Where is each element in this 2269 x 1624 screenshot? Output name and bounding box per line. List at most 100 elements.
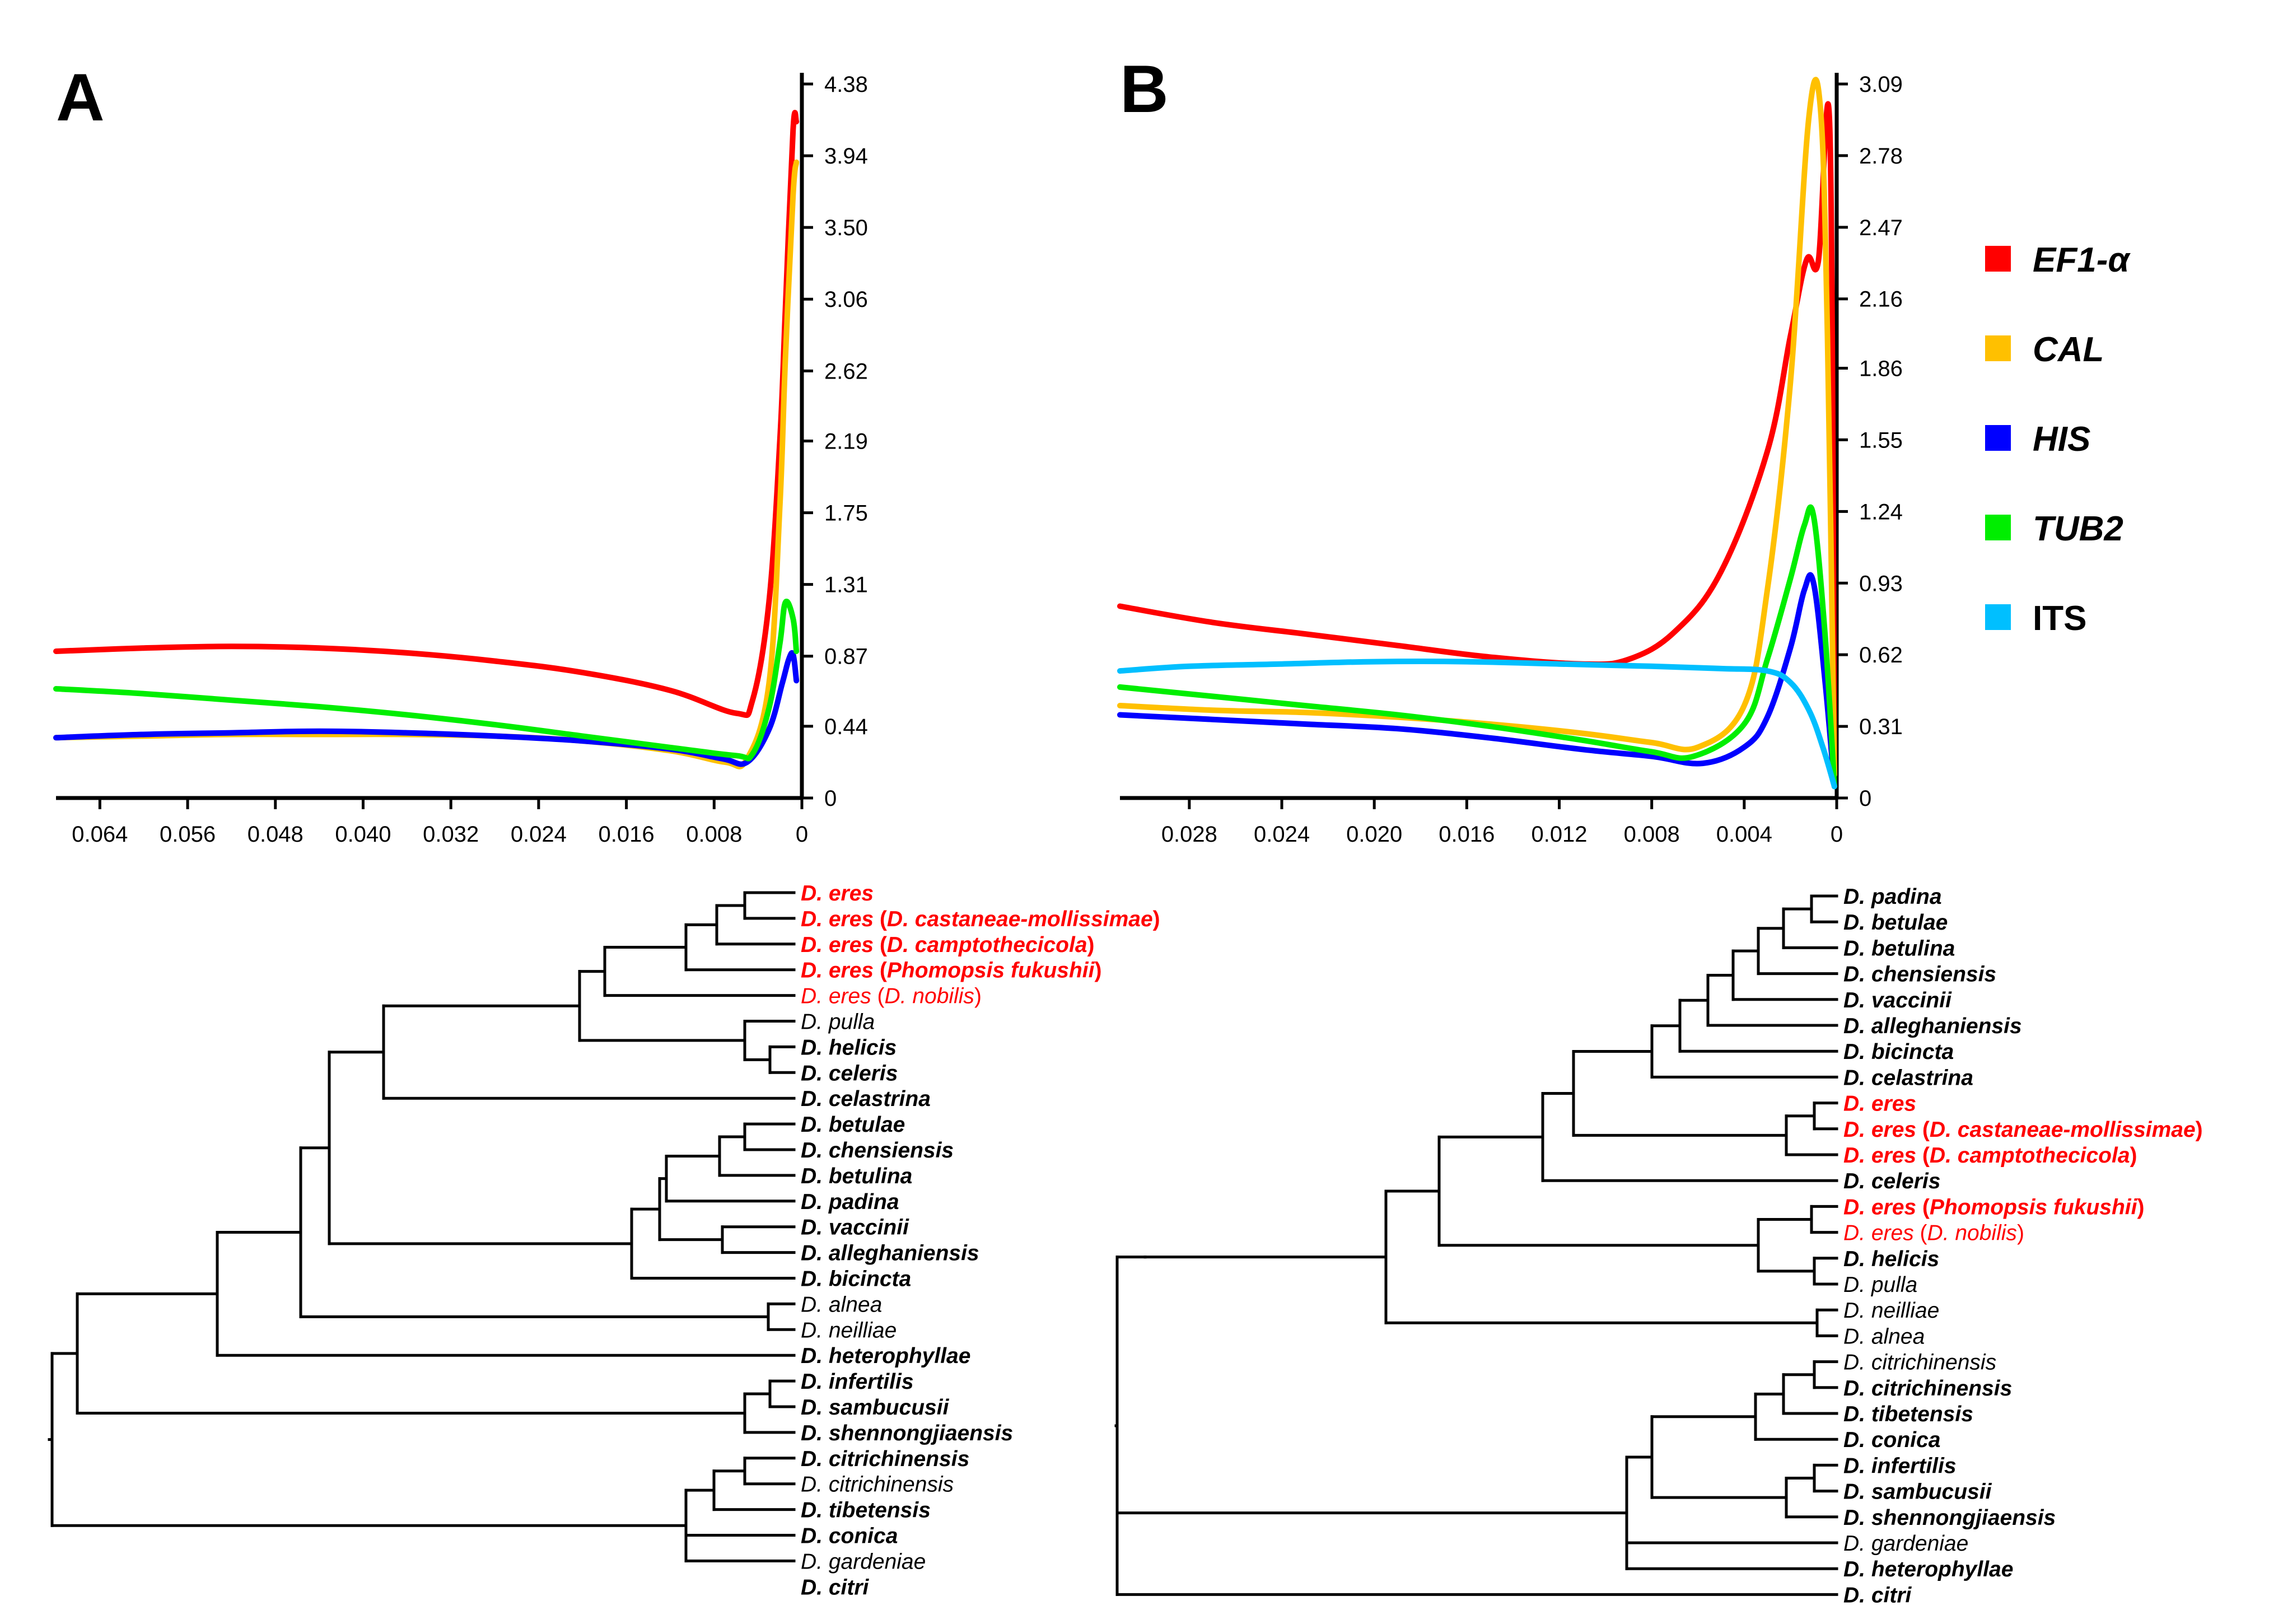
tree-leaf-label: D. eres (D. nobilis): [801, 984, 982, 1009]
tree-leaf-label: D. sambucusii: [1843, 1480, 1992, 1504]
chart-a: 0.064 0.056 0.048 0.040 0.032 0.024 0.016 0.008…: [53, 72, 868, 847]
series-line-b-cal: [1117, 77, 1837, 778]
y-tick-label: 2.47: [1859, 216, 1903, 240]
tree-leaf-label: D. eres (D. camptothecicola): [801, 933, 1095, 957]
tree-leaf-label: D. eres: [1843, 1092, 1916, 1116]
tree-leaf-label-part: (: [874, 933, 887, 957]
series-line-a-cal: [53, 159, 800, 769]
tree-leaf-label: D. conica: [801, 1524, 898, 1548]
tree-leaf-label-part: D. celastrina: [801, 1087, 931, 1111]
tree-leaf-label: D. alleghaniensis: [801, 1242, 979, 1266]
x-tick-label: 0.004: [1716, 822, 1772, 847]
tree-leaf-label: D. citrichinensis: [801, 1473, 954, 1497]
tree-leaf-label-part: D. betulae: [1843, 911, 1948, 935]
tree-leaf-label-part: D. gardeniae: [801, 1550, 926, 1574]
tree-leaf-label-part: D. eres: [801, 881, 874, 906]
tree-leaf-label-part: D. eres: [801, 907, 874, 931]
tree-leaf-label: D. gardeniae: [801, 1550, 926, 1574]
tree-leaf-label-part: ): [974, 984, 982, 1009]
y-tick-label: 3.94: [824, 144, 868, 169]
tree-leaf-label-part: D. padina: [801, 1190, 899, 1214]
tree-leaf-label-part: D. citri: [801, 1575, 870, 1599]
legend-swatch: [1985, 425, 2011, 451]
tree-leaf-label-part: ): [1087, 933, 1095, 957]
tree-leaf-label-part: D. citri: [1843, 1583, 1912, 1607]
y-tick-label: 0.31: [1859, 715, 1903, 739]
tree-leaf-label-part: D. eres: [1843, 1221, 1914, 1245]
tree-leaf-label-part: D. citrichinensis: [801, 1473, 954, 1497]
y-tick-label: 1.31: [824, 573, 868, 598]
tree-leaf-label-part: ): [2196, 1118, 2203, 1142]
tree-leaf-label-part: D. bicincta: [801, 1267, 911, 1291]
tree-leaf-label-part: D. vaccinii: [801, 1216, 909, 1240]
tree-leaf-label: D. eres (Phomopsis fukushii): [801, 959, 1101, 983]
tree-leaf-label-part: D. shennongjiaensis: [801, 1421, 1013, 1445]
tree-leaf-label: D. neilliae: [801, 1318, 897, 1342]
x-tick-label: 0.056: [160, 822, 216, 847]
x-tick-label: 0: [1831, 822, 1843, 847]
tree-leaf-label: D. betulina: [801, 1164, 912, 1188]
y-tick-label: 0.87: [824, 645, 868, 669]
tree-leaf-label: D. pulla: [801, 1010, 875, 1034]
tree-leaf-label: D. betulae: [1843, 911, 1948, 935]
tree-leaf-label-part: D. celeris: [1843, 1169, 1940, 1193]
tree-leaf-label: D. eres: [801, 881, 874, 906]
tree-leaf-label-part: D. celastrina: [1843, 1066, 1973, 1090]
tree-leaf-label-part: D. bicincta: [1843, 1040, 1954, 1064]
y-tick-label: 3.06: [824, 287, 868, 312]
panel-b-letter: B: [1120, 52, 1169, 127]
tree-leaf-label-part: D. helicis: [1843, 1247, 1939, 1271]
legend-label: TUB2: [2033, 510, 2123, 548]
tree-leaf-label: D. alnea: [1843, 1324, 1925, 1348]
tree-leaf-label-part: D. betulae: [801, 1113, 905, 1137]
legend: EF1-α CAL HIS TUB2 ITS: [1985, 241, 2131, 638]
tree-leaf-label-part: D. betulina: [801, 1164, 912, 1188]
tree-leaf-label: D. padina: [1843, 885, 1942, 909]
tree-leaf-label: D. celeris: [801, 1061, 898, 1085]
y-tick-label: 0.93: [1859, 571, 1903, 596]
tree-leaf-label-part: ): [2130, 1144, 2137, 1168]
series-line-b-his: [1117, 572, 1837, 790]
y-tick-label: 0: [824, 786, 837, 811]
legend-swatch: [1985, 604, 2011, 630]
tree-leaf-label: D. tibetensis: [1843, 1402, 1973, 1426]
tree-leaf-label: D. bicincta: [1843, 1040, 1954, 1064]
tree-leaf-label-part: D. tibetensis: [801, 1499, 931, 1523]
y-tick-label: 2.19: [824, 430, 868, 454]
tree-leaf-label-part: D. chensiensis: [1843, 963, 1996, 987]
tree-leaf-label: D. helicis: [1843, 1247, 1939, 1271]
tree-leaf-label-part: D. conica: [801, 1524, 898, 1548]
tree-leaf-label: D. vaccinii: [801, 1216, 909, 1240]
tree-leaf-label: D. eres (D. castaneae-mollissimae): [801, 907, 1160, 931]
x-tick-label: 0.024: [511, 822, 567, 847]
y-tick-label: 1.24: [1859, 500, 1903, 524]
tree-leaf-label-part: D. alnea: [801, 1292, 882, 1317]
x-tick-label: 0.032: [423, 822, 479, 847]
tree-leaf-label-part: ): [1153, 907, 1160, 931]
tree-leaf-label-part: (: [874, 959, 887, 983]
tree-leaf-label: D. citrichinensis: [1843, 1351, 1996, 1375]
tree-leaf-label: D. heterophyllae: [801, 1344, 970, 1368]
tree-leaf-label-part: D. sambucusii: [1843, 1480, 1992, 1504]
tree-leaf-label-part: D. eres: [801, 984, 871, 1009]
y-tick-label: 0.44: [824, 715, 868, 739]
x-tick-label: 0.048: [248, 822, 304, 847]
legend-label: ITS: [2033, 599, 2086, 638]
legend-swatch: [1985, 246, 2011, 272]
tree-leaf-label: D. vaccinii: [1843, 988, 1952, 1012]
tree-leaf-label-part: D. castaneae-mollissimae: [1930, 1118, 2196, 1142]
tree-leaf-label-part: D. infertilis: [1843, 1454, 1957, 1478]
y-tick-label: 1.55: [1859, 428, 1903, 452]
tree-leaf-label: D. celeris: [1843, 1169, 1940, 1193]
tree-leaf-label-part: Phomopsis fukushii: [1930, 1195, 2138, 1219]
tree-leaf-label: D. eres (D. camptothecicola): [1843, 1144, 2137, 1168]
x-tick-label: 0.028: [1161, 822, 1217, 847]
tree-leaf-label: D. shennongjiaensis: [1843, 1506, 2056, 1530]
tree-leaf-label-part: ): [1094, 959, 1101, 983]
tree-leaf-label-part: D. celeris: [801, 1061, 898, 1085]
y-tick-label: 2.78: [1859, 144, 1903, 169]
tree-leaf-label-part: D. eres: [1843, 1118, 1916, 1142]
tree-leaf-label-part: D. tibetensis: [1843, 1402, 1973, 1426]
y-tick-label: 1.86: [1859, 357, 1903, 381]
tree-leaf-label: D. pulla: [1843, 1273, 1917, 1297]
